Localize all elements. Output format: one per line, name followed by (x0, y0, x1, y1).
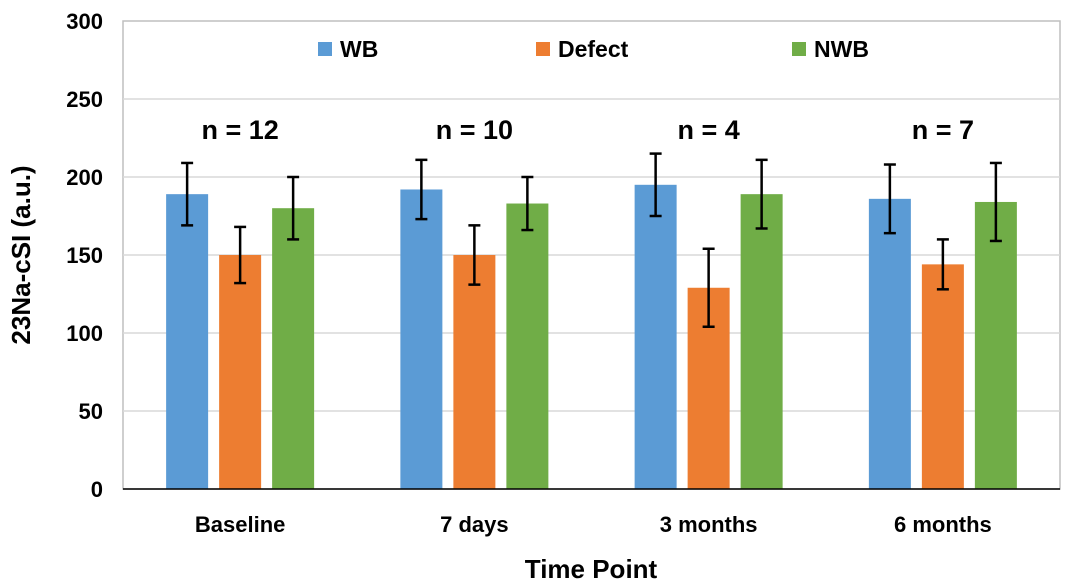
bars (166, 184, 1017, 490)
legend-label-wb: WB (340, 36, 378, 62)
bar-defect-1 (453, 255, 496, 489)
bar-nwb-1 (506, 203, 549, 489)
y-tick-label: 250 (66, 87, 103, 112)
sample-size-annotations: n = 12 n = 10 n = 4 n = 7 (201, 115, 974, 145)
sample-size-label: n = 12 (201, 115, 278, 145)
x-tick-label: Baseline (195, 512, 286, 537)
bar-wb-2 (634, 184, 677, 490)
bar-wb-1 (400, 189, 443, 490)
y-tick-label: 100 (66, 321, 103, 346)
bar-defect-0 (219, 255, 262, 489)
sample-size-label: n = 4 (677, 115, 739, 145)
y-axis-ticks: 0 50 100 150 200 250 300 (66, 9, 103, 502)
x-axis-title: Time Point (525, 554, 658, 584)
legend-swatch-nwb (792, 42, 806, 56)
x-tick-label: 7 days (440, 512, 509, 537)
x-tick-label: 6 months (894, 512, 992, 537)
bar-wb-3 (868, 198, 911, 489)
sample-size-label: n = 10 (436, 115, 513, 145)
y-tick-label: 150 (66, 243, 103, 268)
y-tick-label: 0 (91, 477, 103, 502)
y-tick-label: 50 (79, 399, 103, 424)
x-axis-ticks: Baseline 7 days 3 months 6 months (195, 512, 992, 537)
bar-defect-3 (921, 264, 964, 489)
legend-swatch-defect (536, 42, 550, 56)
y-tick-label: 200 (66, 165, 103, 190)
error-bars (181, 152, 1002, 329)
bar-nwb-2 (740, 194, 783, 489)
legend-label-defect: Defect (558, 36, 629, 62)
legend: WB Defect NWB (318, 36, 869, 62)
y-axis-title: 23Na-cSI (a.u.) (6, 165, 36, 344)
legend-label-nwb: NWB (814, 36, 869, 62)
legend-swatch-wb (318, 42, 332, 56)
x-tick-label: 3 months (660, 512, 758, 537)
bar-nwb-0 (272, 208, 315, 489)
bar-nwb-3 (974, 201, 1017, 489)
y-tick-label: 300 (66, 9, 103, 34)
bar-wb-0 (166, 194, 209, 489)
sample-size-label: n = 7 (912, 115, 974, 145)
